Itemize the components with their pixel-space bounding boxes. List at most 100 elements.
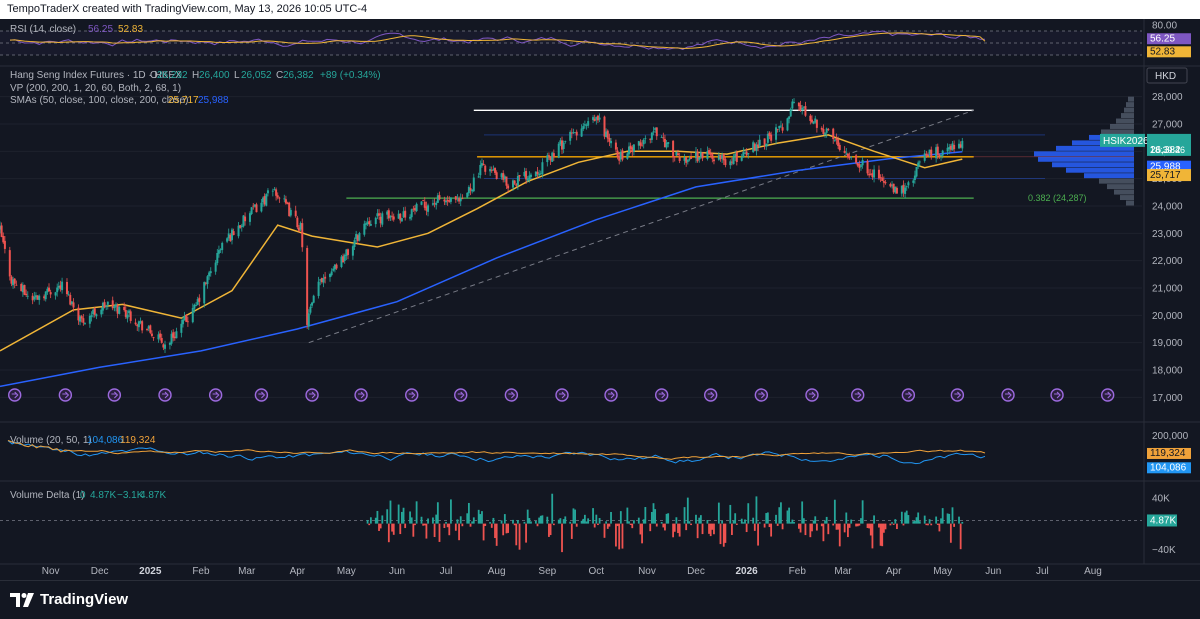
- volume-axis-tick: 200,000: [1152, 431, 1189, 442]
- candle-body: [322, 278, 325, 283]
- delta-bar: [477, 509, 480, 524]
- price-axis-tick: 20,000: [1152, 311, 1183, 322]
- time-axis-label: Aug: [1084, 566, 1102, 577]
- delta-bar: [570, 523, 573, 539]
- rsi-ma-legend-value: 52.83: [118, 24, 143, 35]
- event-marker-icon: [555, 388, 569, 402]
- delta-bar: [472, 517, 475, 524]
- chart-canvas[interactable]: 0.382 (24,287) RSI (14, close) 56.25 52.83 H…: [0, 19, 1200, 580]
- candle-body: [477, 176, 480, 178]
- candle-body: [263, 196, 266, 205]
- delta-legend-value: 4.87K: [90, 490, 116, 501]
- delta-bar: [610, 511, 612, 524]
- delta-bar: [459, 516, 462, 524]
- candle-body: [753, 143, 756, 151]
- candle-body: [379, 216, 382, 224]
- candle-body: [443, 199, 446, 202]
- candle-body: [846, 153, 849, 158]
- candle-body: [547, 155, 550, 157]
- candle-body: [848, 156, 851, 159]
- candle-body: [128, 310, 131, 314]
- candle-body: [838, 144, 841, 151]
- delta-bar: [688, 521, 691, 524]
- time-axis-label: Jun: [985, 566, 1001, 577]
- candle-body: [719, 155, 722, 160]
- candle-body: [240, 225, 243, 228]
- candle-body: [484, 165, 487, 172]
- event-marker-arrow: [905, 391, 913, 399]
- delta-bar: [685, 523, 688, 531]
- candle-body: [574, 132, 577, 134]
- time-axis-label: May: [337, 566, 356, 577]
- candle-body: [364, 223, 367, 225]
- candle-body: [918, 161, 921, 163]
- event-marker-arrow: [954, 391, 962, 399]
- price-axis-tick: 21,000: [1152, 284, 1183, 295]
- candle-body: [709, 152, 712, 155]
- rsi-pane: [0, 30, 1142, 56]
- candle-body: [139, 321, 142, 323]
- candle-body: [101, 302, 104, 311]
- candle-body: [730, 161, 733, 163]
- volume-pane: [7, 440, 986, 465]
- main-pane: 0.382 (24,287): [0, 96, 1142, 402]
- candle-body: [585, 125, 588, 126]
- ohlc-label-C: C: [276, 70, 283, 81]
- event-marker-arrow: [11, 391, 19, 399]
- delta-bar: [835, 523, 838, 530]
- candle-body: [276, 195, 279, 198]
- candle-body: [654, 128, 657, 130]
- delta-bar: [775, 514, 777, 524]
- delta-bar: [415, 501, 418, 524]
- candle-body: [446, 199, 449, 202]
- candle-body: [386, 211, 389, 215]
- candle-body: [641, 144, 644, 146]
- candle-body: [866, 160, 869, 174]
- delta-bar: [757, 523, 759, 546]
- vp-bin: [1056, 145, 1134, 151]
- candle-body: [141, 321, 144, 331]
- currency-button: [1146, 67, 1188, 84]
- candle-body: [637, 141, 640, 146]
- delta-bar: [753, 523, 756, 531]
- delta-bar: [539, 515, 542, 524]
- vp-bin: [1126, 102, 1134, 108]
- candle-body: [195, 304, 198, 306]
- candle-body: [472, 177, 475, 192]
- candle-body: [868, 173, 871, 176]
- rsi-value-label-bg: [1147, 33, 1191, 45]
- candle-body: [781, 127, 784, 131]
- event-marker-icon: [703, 388, 718, 402]
- price-axis-tick: 27,000: [1152, 120, 1183, 131]
- delta-bar: [564, 516, 567, 524]
- tradingview-logo[interactable]: TradingView: [10, 591, 128, 608]
- event-marker-arrow: [358, 391, 365, 399]
- sma50-line: [0, 134, 963, 352]
- candle-body: [644, 138, 647, 140]
- vp-bin: [1038, 156, 1134, 162]
- candle-body: [146, 328, 149, 330]
- candle-body: [706, 151, 709, 159]
- last-price-label: 26,382: [1150, 145, 1181, 156]
- candle-body: [159, 333, 162, 338]
- delta-bar: [660, 521, 663, 524]
- candle-body: [461, 198, 464, 200]
- delta-bar: [837, 523, 840, 530]
- candle-body: [677, 153, 680, 156]
- sma50-price-label: 25,717: [1150, 170, 1181, 181]
- delta-bar: [456, 519, 459, 524]
- delta-bar: [482, 523, 485, 541]
- event-marker-arrow: [658, 391, 666, 399]
- delta-bar: [902, 523, 905, 526]
- delta-bar: [621, 523, 624, 549]
- delta-legend-value: 0: [80, 490, 86, 501]
- candle-body: [616, 150, 619, 157]
- delta-bar: [961, 521, 964, 524]
- rsi-ma-line: [9, 32, 986, 49]
- delta-bar: [467, 502, 470, 524]
- candle-body: [665, 142, 668, 148]
- candle-body: [162, 344, 165, 348]
- candle-body: [335, 264, 338, 269]
- delta-bar: [696, 523, 699, 539]
- delta-bar: [948, 513, 951, 524]
